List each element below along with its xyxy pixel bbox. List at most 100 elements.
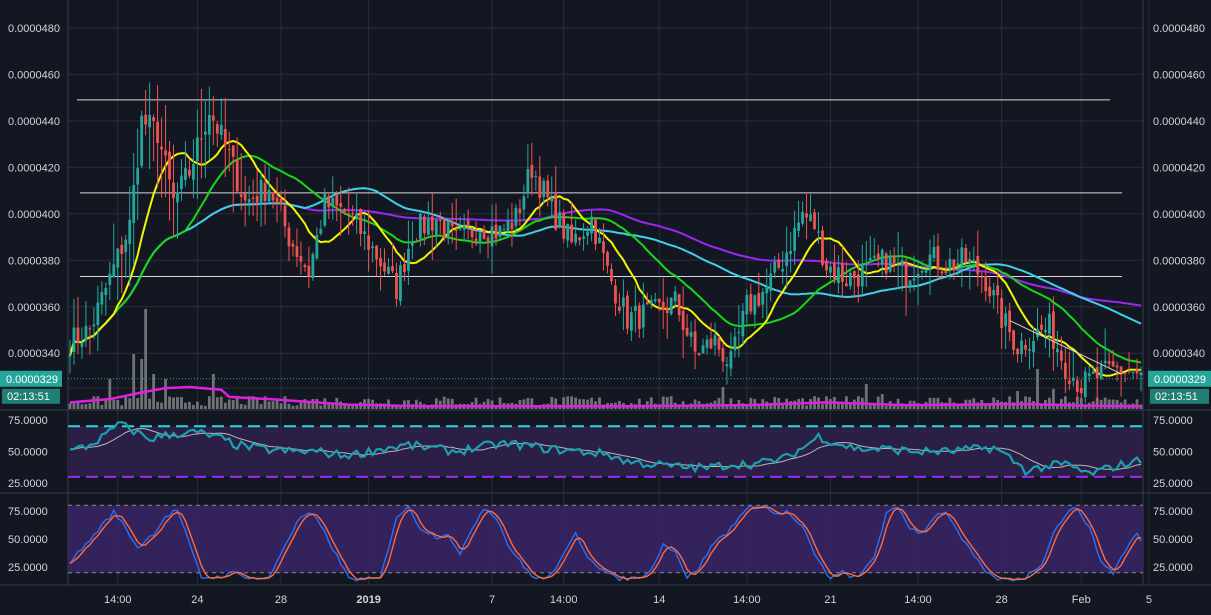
candle-body <box>1028 349 1031 351</box>
candle-body <box>430 216 434 231</box>
time-axis-label: 28 <box>275 594 287 606</box>
price-axis-label-left: 0.0000420 <box>8 162 60 174</box>
volume-bar <box>948 397 952 409</box>
volume-bar <box>132 354 136 409</box>
countdown-value: 02:13:51 <box>7 391 50 403</box>
volume-bar <box>395 404 398 409</box>
candle-body <box>868 257 872 260</box>
candle-body <box>490 226 494 247</box>
candle-body <box>1139 372 1143 376</box>
volume-bar <box>522 399 526 409</box>
rsi-axis-label-right: 25.0000 <box>1153 478 1193 490</box>
volume-bar <box>574 397 578 409</box>
volume-bar <box>192 404 195 409</box>
candle-body <box>1059 350 1063 361</box>
volume-bar <box>570 396 574 409</box>
volume-bar <box>76 401 80 409</box>
volume-bar <box>438 400 442 409</box>
candle-body <box>426 219 430 236</box>
candle-body <box>1135 368 1139 374</box>
volume-bar <box>474 397 478 409</box>
candle-body <box>892 256 896 264</box>
candle-body <box>1008 310 1012 333</box>
volume-bar <box>1103 397 1107 409</box>
volume-bar <box>837 402 840 409</box>
volume-bar <box>259 404 263 409</box>
candle-body <box>132 185 136 224</box>
candle-body <box>669 297 673 315</box>
candle-body <box>1004 313 1008 327</box>
candle-body <box>681 310 685 330</box>
volume-bar <box>104 399 108 409</box>
countdown-tag <box>2 388 60 404</box>
candle-body <box>813 212 816 230</box>
volume-bar <box>223 402 227 409</box>
price-axis-labels: 0.0000340 0.0000340 0.0000360 0.0000360 0.00… <box>0 23 1211 404</box>
volume-bar <box>164 379 167 409</box>
volume-bar <box>450 398 454 409</box>
candle-body <box>817 231 820 233</box>
price-axis-label-right: 0.0000440 <box>1153 116 1205 128</box>
volume-bar <box>578 399 582 409</box>
candle-body <box>263 183 267 202</box>
volume-bar <box>757 403 761 409</box>
candle-body <box>391 266 394 272</box>
volume-bar <box>781 403 785 409</box>
rsi-axis-label-left: 75.0000 <box>8 415 48 427</box>
stoch-band <box>68 505 1143 573</box>
volume-bar <box>1099 399 1103 409</box>
candle-body <box>916 273 920 279</box>
rsi-axis-label-right: 75.0000 <box>1153 415 1193 427</box>
candle-body <box>841 263 844 282</box>
volume-bar <box>693 399 697 409</box>
candle-body <box>180 175 183 190</box>
candle-body <box>526 169 530 192</box>
candle-body <box>458 228 462 230</box>
candle-body <box>522 196 526 210</box>
volume-bar <box>904 405 908 409</box>
volume-bar <box>199 405 203 409</box>
volume-bar <box>88 403 92 409</box>
volume-bar <box>928 397 932 409</box>
volume-bar <box>733 405 737 409</box>
candle-body <box>68 355 72 357</box>
volume-bar <box>351 403 355 409</box>
volume-bar <box>821 404 824 409</box>
candle-body <box>307 265 311 277</box>
candle-body <box>944 270 948 274</box>
candle-body <box>566 223 570 241</box>
volume-bar <box>116 399 120 409</box>
candle-body <box>160 146 163 150</box>
volume-bar <box>211 374 215 409</box>
candle-body <box>104 287 108 296</box>
volume-bar <box>550 396 554 409</box>
price-tag <box>0 370 62 387</box>
candle-body <box>76 327 80 343</box>
volume-ma-line <box>69 385 1142 408</box>
candle-body <box>1083 371 1087 398</box>
volume-bar <box>219 396 223 409</box>
volume-bar <box>172 397 175 409</box>
volume-bar <box>287 403 291 409</box>
candle-body <box>757 293 761 306</box>
candle-body <box>741 310 745 337</box>
rsi-axis-label-right: 50.0000 <box>1153 447 1193 459</box>
volume-bar <box>315 398 319 409</box>
candle-body <box>482 229 486 239</box>
candle-body <box>486 237 490 243</box>
candle-body <box>227 149 231 151</box>
volume-bar <box>566 396 570 409</box>
stoch-axis-label-left: 50.0000 <box>8 534 48 546</box>
candle-body <box>912 278 916 281</box>
volume-bar <box>251 396 255 409</box>
volume-bar <box>255 397 259 409</box>
volume-bar <box>876 396 880 409</box>
stoch-axis-labels: 25.0000 25.0000 50.0000 50.0000 75.0000 75.00… <box>8 506 1193 574</box>
candle-body <box>641 304 645 328</box>
candle-body <box>1016 348 1019 355</box>
candle-body <box>896 262 900 264</box>
candle-body <box>343 208 347 212</box>
candle-body <box>291 243 295 247</box>
